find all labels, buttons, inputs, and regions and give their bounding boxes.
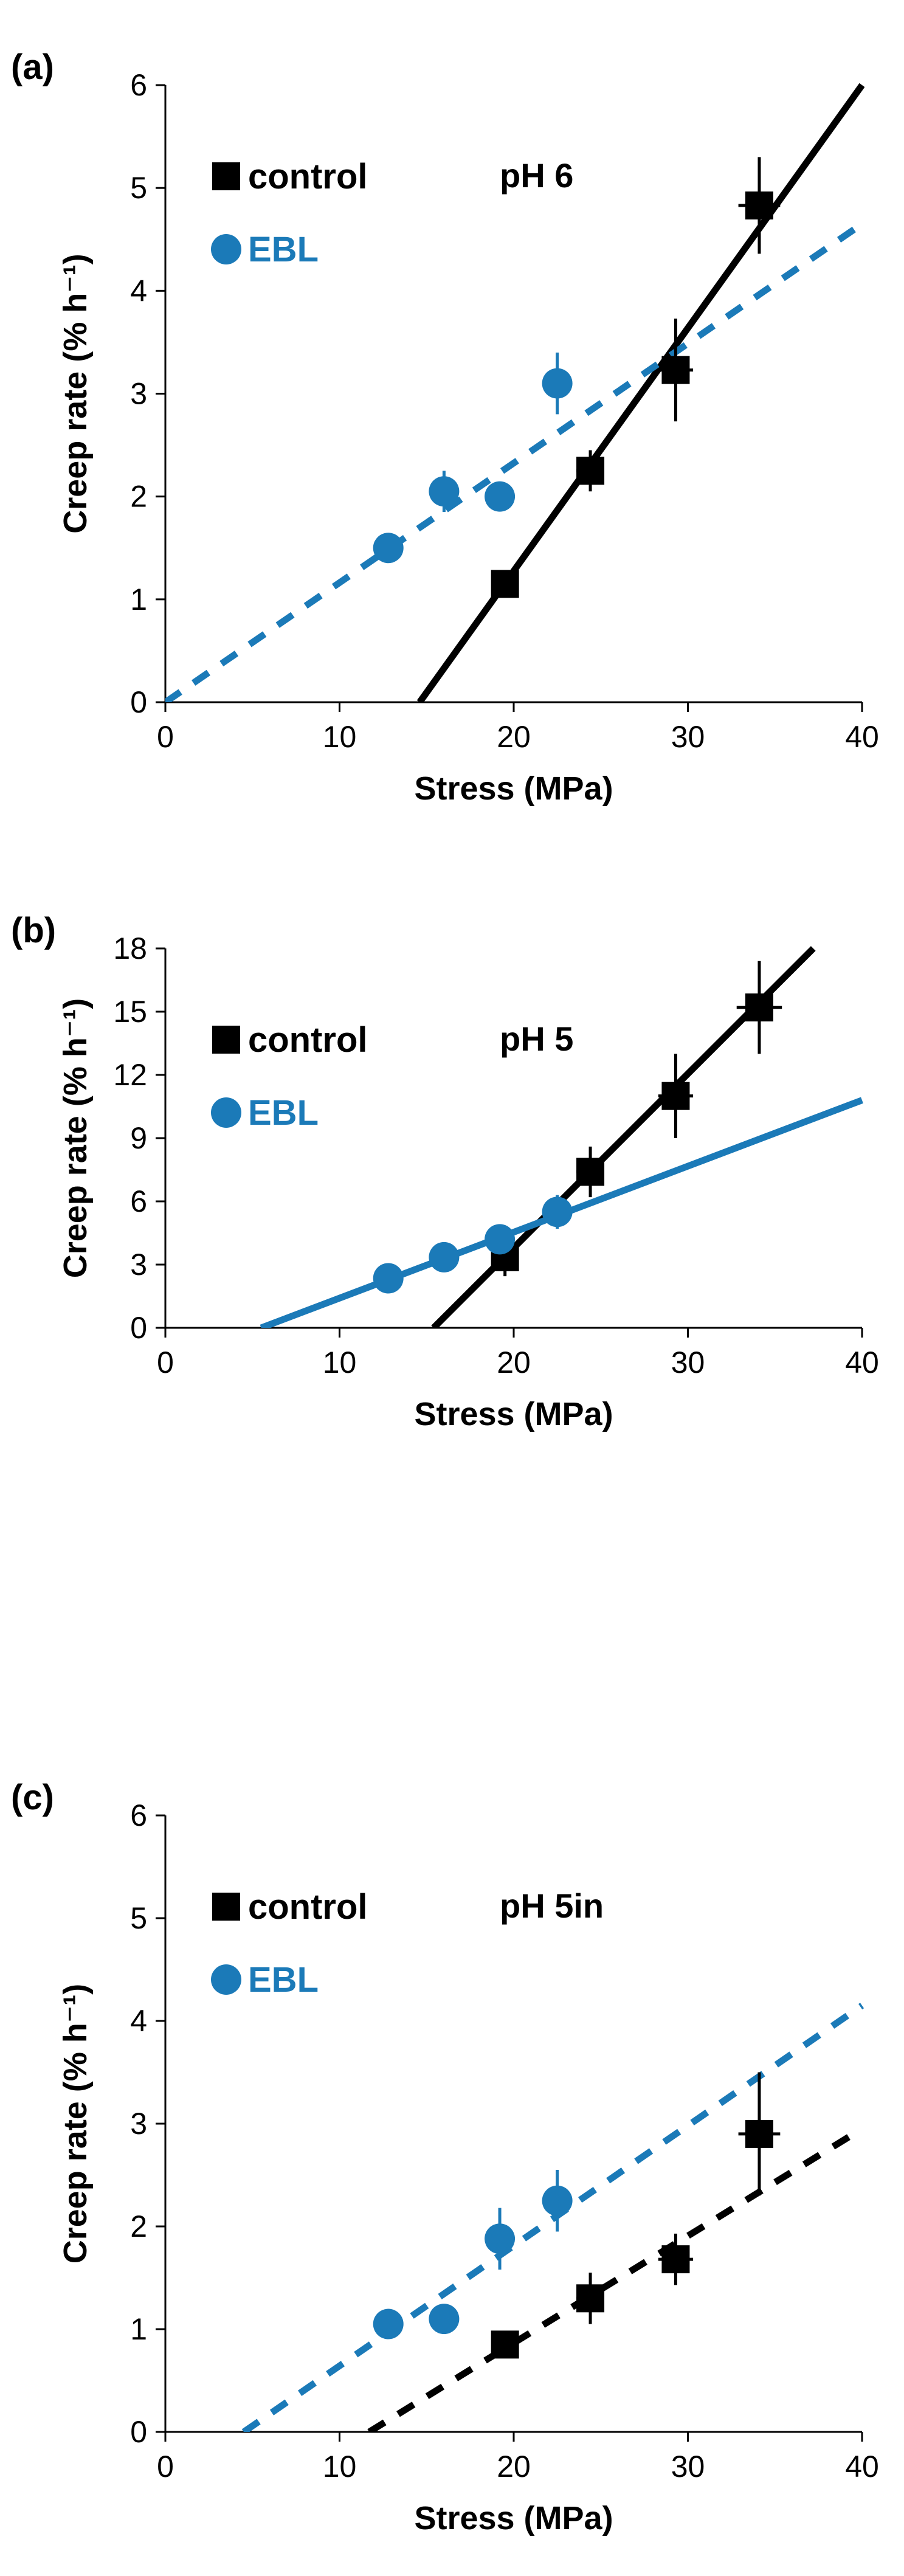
y-tick-label: 1 [130, 2312, 147, 2346]
data-point-ebl [542, 1196, 573, 1228]
y-tick-label: 0 [130, 1311, 147, 1345]
y-tick-label: 2 [130, 480, 147, 514]
x-tick-label: 10 [323, 720, 357, 754]
panel-label: (a) [11, 47, 54, 87]
x-tick-label: 10 [323, 2450, 357, 2484]
y-tick-label: 4 [130, 2004, 147, 2038]
y-tick-label: 3 [130, 377, 147, 411]
x-tick-label: 20 [497, 720, 531, 754]
y-tick-label: 5 [130, 1901, 147, 1935]
x-tick-label: 10 [323, 1345, 357, 1380]
data-point-ebl [542, 2185, 573, 2216]
data-point-control [491, 570, 519, 598]
ph-annotation: pH 5in [500, 1887, 604, 1925]
legend-marker-ebl [211, 1964, 241, 1995]
data-point-ebl [373, 2308, 404, 2339]
y-tick-label: 6 [130, 1798, 147, 1832]
x-tick-label: 40 [845, 720, 879, 754]
legend-label-ebl: EBL [248, 1960, 319, 2000]
legend-marker-ebl [211, 234, 241, 264]
y-tick-label: 0 [130, 2415, 147, 2449]
data-point-ebl [542, 368, 573, 399]
y-tick-label: 9 [130, 1121, 147, 1155]
legend-marker-control [212, 1893, 240, 1921]
legend-label-control: control [248, 1887, 368, 1927]
x-tick-label: 40 [845, 2450, 879, 2484]
x-axis-title: Stress (MPa) [414, 770, 613, 807]
x-tick-label: 20 [497, 1345, 531, 1380]
x-tick-label: 20 [497, 2450, 531, 2484]
data-point-ebl [373, 1263, 404, 1294]
data-point-control [576, 1158, 605, 1186]
y-tick-label: 1 [130, 582, 147, 616]
y-tick-label: 3 [130, 2107, 147, 2141]
legend-label-control: control [248, 1020, 368, 1060]
data-point-ebl [429, 1241, 460, 1272]
y-tick-label: 15 [113, 995, 147, 1029]
data-point-ebl [373, 533, 404, 564]
legend-label-ebl: EBL [248, 1093, 319, 1133]
ph-annotation: pH 6 [500, 156, 573, 195]
x-tick-label: 0 [157, 2450, 174, 2484]
legend-marker-control [212, 1026, 240, 1054]
data-point-control [661, 356, 690, 384]
legend-label-ebl: EBL [248, 230, 319, 269]
panel-label: (c) [11, 1778, 54, 1817]
data-point-ebl [485, 481, 516, 512]
data-point-control [745, 993, 773, 1022]
x-tick-label: 30 [671, 2450, 705, 2484]
x-tick-label: 0 [157, 1345, 174, 1380]
x-tick-label: 40 [845, 1345, 879, 1380]
chart-panel-2: (b) 0 3 6 9 12 15 18 0 10 20 30 40 Stress (MPa) Creep … [11, 911, 879, 1432]
data-point-control [661, 1082, 690, 1110]
x-axis-title: Stress (MPa) [414, 1396, 613, 1432]
x-tick-label: 0 [157, 720, 174, 754]
chart-panel-3: (c) 0 1 2 3 4 5 6 0 10 20 30 40 Stress (MPa) Creep rat… [11, 1778, 879, 2536]
y-tick-label: 5 [130, 171, 147, 205]
data-point-ebl [485, 1224, 516, 1255]
data-point-control [576, 2284, 605, 2313]
data-point-control [661, 2245, 690, 2274]
y-tick-label: 12 [113, 1058, 147, 1092]
y-axis-title: Creep rate (% h⁻¹) [57, 254, 94, 534]
y-axis-title: Creep rate (% h⁻¹) [57, 1984, 94, 2264]
y-tick-label: 6 [130, 68, 147, 102]
panel-label: (b) [11, 911, 56, 950]
x-tick-label: 30 [671, 720, 705, 754]
y-tick-label: 4 [130, 274, 147, 308]
data-point-ebl [485, 2223, 516, 2254]
legend-label-control: control [248, 157, 368, 196]
data-point-ebl [429, 2304, 460, 2335]
ph-annotation: pH 5 [500, 1020, 573, 1058]
fit-line-control [416, 83, 864, 702]
x-tick-label: 30 [671, 1345, 705, 1380]
data-point-control [745, 2119, 773, 2148]
y-tick-label: 18 [113, 931, 147, 965]
fit-line-ebl [241, 2003, 864, 2432]
data-point-control [491, 2330, 519, 2359]
y-tick-label: 3 [130, 1248, 147, 1282]
fit-line-ebl [165, 221, 864, 702]
y-axis-title: Creep rate (% h⁻¹) [57, 998, 94, 1279]
y-tick-label: 2 [130, 2209, 147, 2243]
data-point-control [576, 457, 605, 485]
fit-line-control [367, 2125, 864, 2432]
y-tick-label: 0 [130, 685, 147, 719]
y-tick-label: 6 [130, 1184, 147, 1218]
data-point-control [745, 191, 773, 219]
legend-marker-ebl [211, 1097, 241, 1128]
chart-panel-1: (a) 0 1 2 3 4 5 6 0 10 20 30 40 Stress (MPa) Creep rat… [11, 47, 879, 807]
x-axis-title: Stress (MPa) [414, 2500, 613, 2536]
legend-marker-control [212, 162, 240, 190]
data-point-ebl [429, 476, 460, 507]
